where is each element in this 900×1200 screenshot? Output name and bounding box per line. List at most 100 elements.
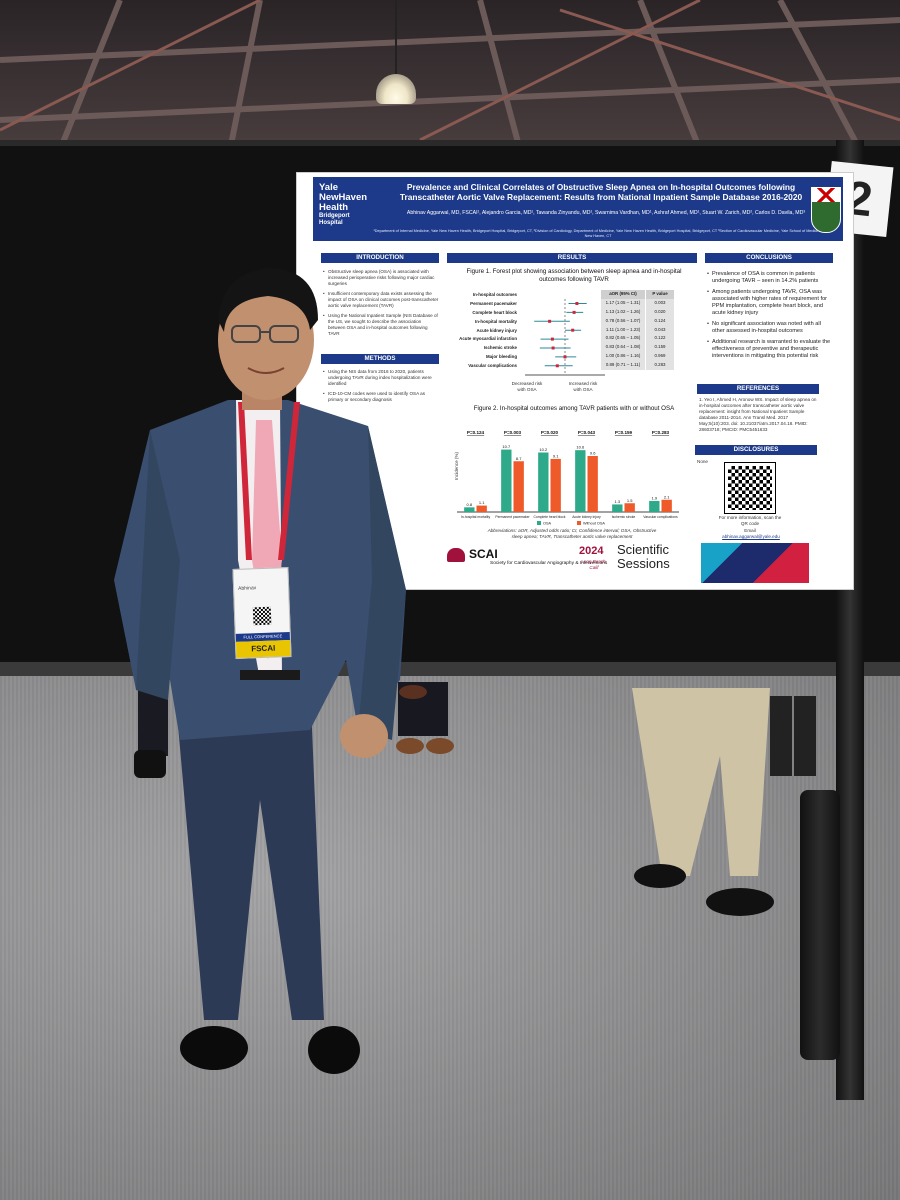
bar-value-label: 1.9 — [652, 495, 658, 500]
forest-row-aor: 0.89 (0.71 – 1.11) — [601, 361, 645, 371]
presenter-figure — [114, 268, 406, 1074]
forest-row-label: Major bleeding — [486, 354, 517, 360]
legend-swatch — [537, 521, 541, 525]
bar — [464, 507, 475, 512]
forest-row-aor: 0.78 (0.56 – 1.07) — [601, 316, 645, 326]
bar — [513, 461, 524, 512]
bar — [575, 450, 586, 512]
bar-value-label: 1.5 — [627, 498, 633, 503]
badge-fscai-tag: FSCAI — [235, 640, 291, 658]
scai-subtitle: Society for Cardiovascular Angiography &… — [490, 561, 608, 566]
bar-value-label: 1.1 — [479, 500, 485, 505]
shield-icon — [811, 187, 841, 233]
forest-point — [571, 328, 575, 332]
legend-label: OSA — [543, 522, 551, 526]
bar-value-label: 2.1 — [664, 494, 670, 499]
forest-row-p: 0.003 — [646, 298, 674, 308]
forest-row-label: Ischemic stroke — [483, 345, 517, 351]
bar-pvalue-label: P=0.020 — [541, 430, 559, 435]
bar — [661, 499, 672, 512]
bar-value-label: 1.3 — [615, 499, 621, 504]
introduction-heading: INTRODUCTION — [321, 253, 439, 263]
forest-point — [575, 302, 579, 305]
poster-header: Yale NewHaven Health Bridgeport Hospital… — [313, 177, 843, 241]
forest-row: Acute kidney injury 1.11 (1.00 – 1.23) 0.0… — [455, 325, 674, 335]
list-item: ICD-10-CM codes were used to identify OS… — [323, 391, 439, 403]
bar-pvalue-label: P=0.124 — [467, 430, 485, 435]
forest-row: In-hospital mortality 0.78 (0.56 – 1.07) 0… — [455, 316, 674, 326]
forest-point — [550, 337, 554, 341]
list-item: Using the National Inpatient Sample (NIS… — [323, 313, 439, 337]
bar-value-label: 10.7 — [502, 444, 511, 449]
forest-row-label: Acute myocardial infarction — [459, 336, 517, 342]
bar-value-label: 0.8 — [467, 502, 473, 507]
poster-footer: SCAI Society for Cardiovascular Angiogra… — [439, 541, 809, 585]
forest-row-p: 0.159 — [646, 343, 674, 353]
bar-pvalue-label: P=0.283 — [652, 430, 670, 435]
forest-row: Permanent pacemaker 1.17 (1.05 – 1.31) 0.0… — [455, 298, 674, 308]
list-item: Insufficient contemporary data exists as… — [323, 291, 439, 309]
forest-axis-right-label: Increased risk with OSA — [568, 381, 598, 392]
forest-point — [572, 310, 576, 314]
forest-row-p: 0.283 — [646, 361, 674, 371]
bar — [612, 504, 623, 512]
references-heading: REFERENCES — [697, 384, 819, 394]
forest-header-p: P value — [646, 290, 674, 299]
legend-swatch — [577, 521, 581, 525]
forest-point — [551, 346, 555, 350]
abbreviations: Abbreviations: aOR, Adjusted odds ratio;… — [487, 528, 657, 539]
bar — [550, 458, 561, 512]
bar — [587, 456, 598, 512]
bar-pvalue-label: P=0.003 — [504, 430, 522, 435]
conference-badge: Abhinav FULL CONFERENCE FSCAI — [232, 567, 292, 659]
results-heading: RESULTS — [447, 253, 697, 263]
forest-row: Major bleeding 1.00 (0.86 – 1.16) 0.969 — [455, 352, 674, 362]
bar-category-label: In-hospital mortality — [461, 515, 491, 519]
forest-row-p: 0.020 — [646, 307, 674, 317]
forest-row-p: 0.969 — [646, 352, 674, 362]
forest-row: Ischemic stroke 0.83 (0.64 – 1.08) 0.159 — [455, 343, 674, 353]
bar-pvalue-label: P=0.043 — [578, 430, 596, 435]
list-item: Additional research is warranted to eval… — [707, 339, 833, 360]
research-poster: Yale NewHaven Health Bridgeport Hospital… — [296, 172, 854, 590]
email-link[interactable]: abhinav.aggarwal@yale.edu — [722, 534, 780, 539]
forest-row-aor: 1.00 (0.86 – 1.16) — [601, 352, 645, 362]
bar — [538, 452, 549, 512]
forest-plot-table: In-hospital outcomes aOR (95% CI) P valu… — [455, 290, 674, 371]
bar-value-label: 10.2 — [539, 447, 548, 452]
poster-affiliations: ¹Department of Internal Medicine, Yale N… — [373, 229, 823, 238]
forest-row-aor: 1.13 (1.02 – 1.26) — [601, 307, 645, 317]
methods-heading: METHODS — [321, 354, 439, 364]
qr-code[interactable] — [724, 462, 776, 514]
methods-list: Using the NIS data from 2016 to 2020, pa… — [323, 369, 439, 407]
bar-category-label: Complete heart block — [533, 515, 565, 519]
scientific-sessions-label: Scientific Sessions — [617, 542, 670, 571]
badge-name: Abhinav — [238, 585, 257, 592]
legend-label: Without OSA — [583, 522, 605, 526]
forest-plot — [525, 299, 605, 376]
background-people — [134, 676, 816, 916]
bar — [649, 500, 660, 512]
bar — [501, 449, 512, 512]
forest-row-label: Acute kidney injury — [476, 327, 517, 333]
conclusions-heading: CONCLUSIONS — [705, 253, 833, 263]
list-item: Obstructive sleep apnea (OSA) is associa… — [323, 269, 439, 287]
disclosure-text: None — [697, 459, 708, 464]
list-item: Using the NIS data from 2016 to 2020, pa… — [323, 369, 439, 387]
forest-point — [563, 355, 567, 359]
conclusions-list: Prevalence of OSA is common in patients … — [707, 271, 833, 364]
disclosures-heading: DISCLOSURES — [695, 445, 817, 455]
forest-row-label: In-hospital mortality — [475, 318, 517, 324]
ceiling-lamp — [376, 74, 416, 104]
bar-category-label: Permanent pacemaker — [495, 515, 530, 519]
year-label: 2024 — [579, 545, 604, 557]
list-item: No significant association was noted wit… — [707, 321, 833, 335]
badge-qr-code — [252, 606, 272, 626]
introduction-list: Obstructive sleep apnea (OSA) is associa… — [323, 269, 439, 341]
presenter — [110, 260, 410, 1090]
forest-row-p: 0.043 — [646, 325, 674, 335]
forest-row-p: 0.124 — [646, 316, 674, 326]
forest-axis-left-label: Decreased risk with OSA — [511, 381, 543, 392]
bar-value-label: 10.6 — [576, 445, 585, 450]
figure2-title: Figure 2. In-hospital outcomes among TAV… — [473, 405, 675, 412]
